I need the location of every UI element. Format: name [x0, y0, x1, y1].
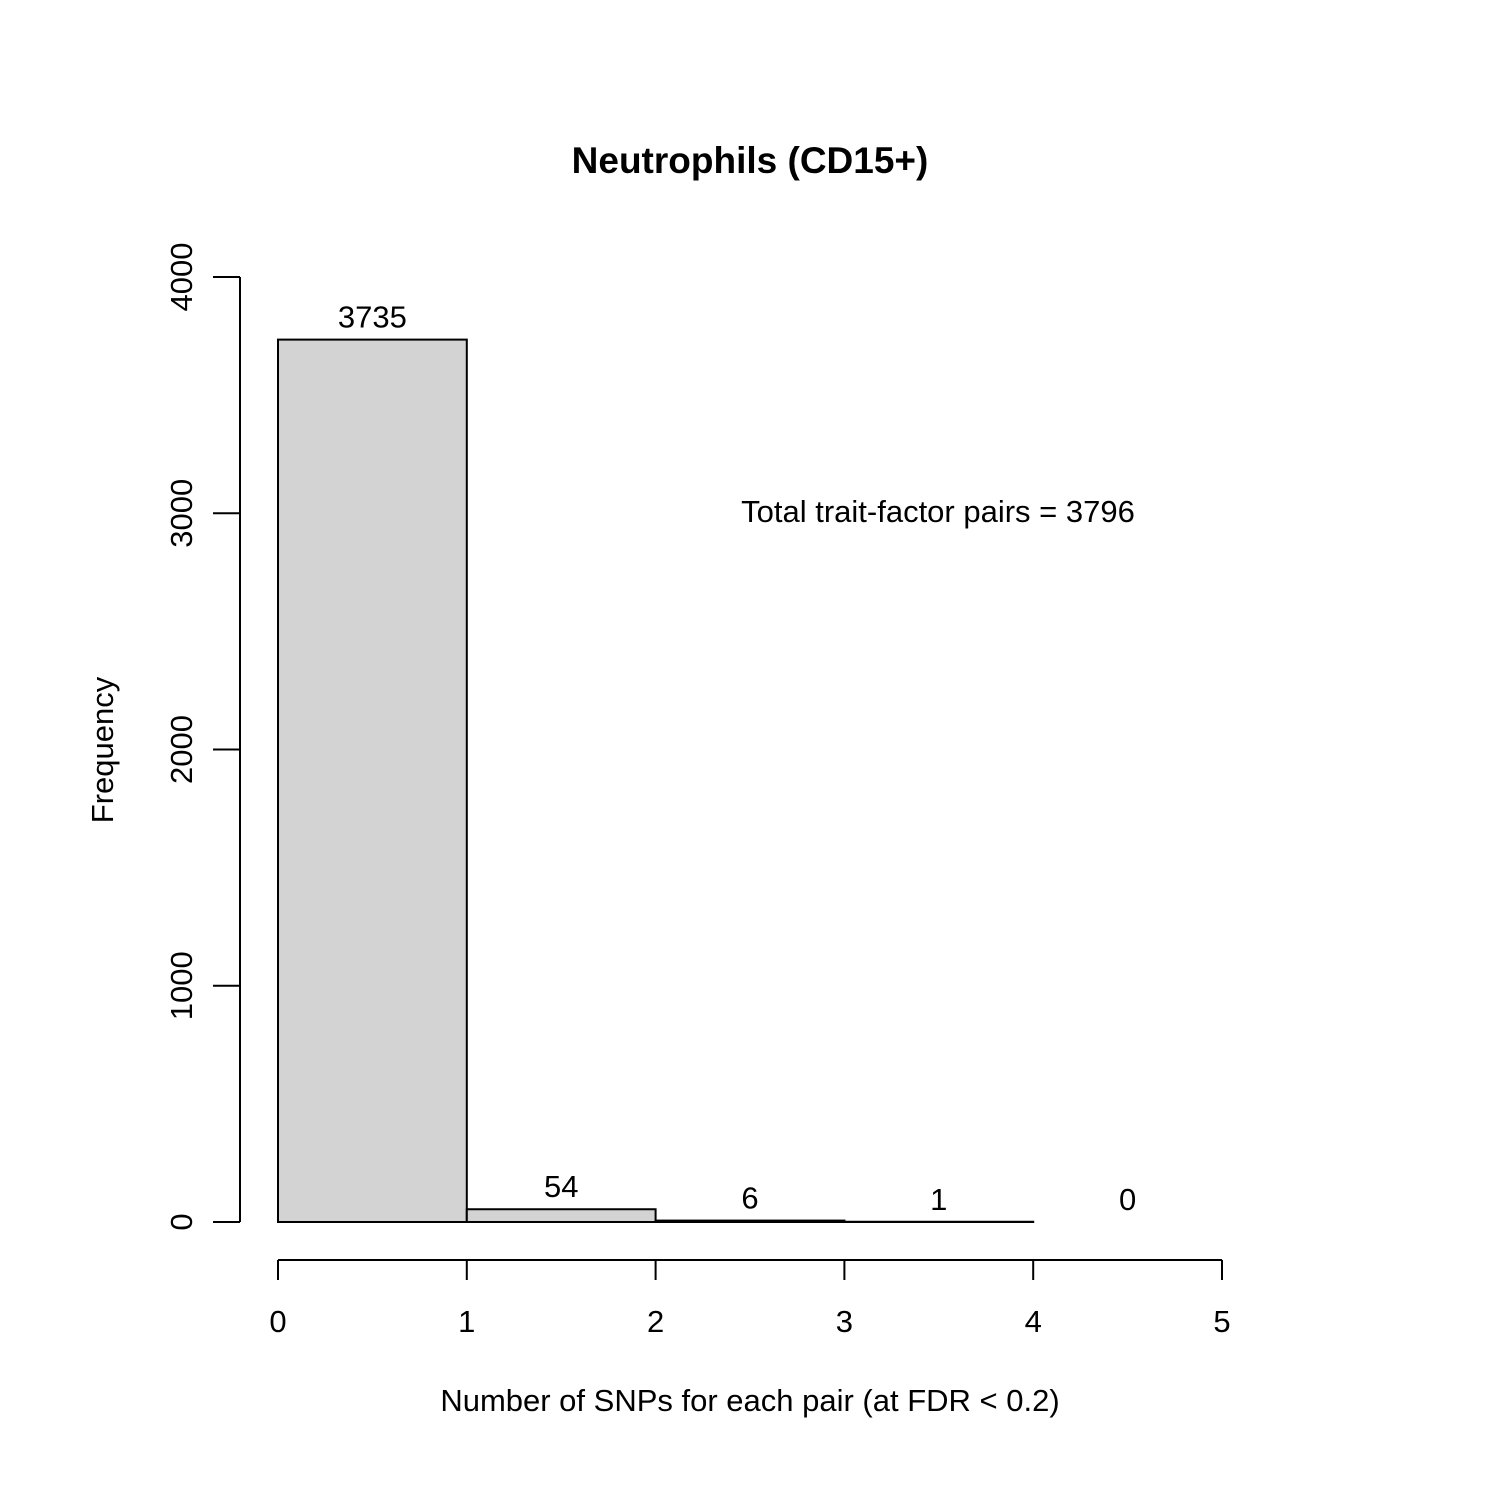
histogram-bar [654, 1219, 846, 1224]
y-tick-label: 4000 [164, 243, 199, 312]
bars-group [277, 338, 1035, 1224]
total-pairs-annotation: Total trait-factor pairs = 3796 [741, 494, 1135, 529]
y-tick-label: 2000 [164, 715, 199, 784]
bar-value-label: 54 [544, 1169, 578, 1204]
y-tick-label: 0 [164, 1213, 199, 1230]
x-tick-label: 1 [458, 1304, 475, 1339]
y-tick-label: 1000 [164, 951, 199, 1020]
x-tick-label: 3 [836, 1304, 853, 1339]
x-tick-label: 5 [1213, 1304, 1230, 1339]
x-tick-label: 4 [1025, 1304, 1042, 1339]
y-axis: 0 1000 2000 3000 4000 [164, 243, 241, 1231]
bar-labels-group: 3735 54 6 1 0 [338, 300, 1136, 1217]
bar-value-label: 6 [741, 1181, 758, 1216]
histogram-bar [277, 338, 468, 1223]
y-tick-label: 3000 [164, 479, 199, 548]
chart-title: Neutrophils (CD15+) [572, 140, 929, 181]
x-tick-label: 0 [269, 1304, 286, 1339]
x-tick-label: 2 [647, 1304, 664, 1339]
bar-value-label: 3735 [338, 300, 407, 335]
x-axis-label: Number of SNPs for each pair (at FDR < 0… [440, 1383, 1059, 1418]
bar-value-label: 0 [1119, 1182, 1136, 1217]
bar-value-label: 1 [930, 1182, 947, 1217]
histogram-bar [465, 1208, 657, 1224]
y-axis-label: Frequency [85, 676, 120, 823]
x-axis: 0 1 2 3 4 5 [269, 1259, 1231, 1339]
